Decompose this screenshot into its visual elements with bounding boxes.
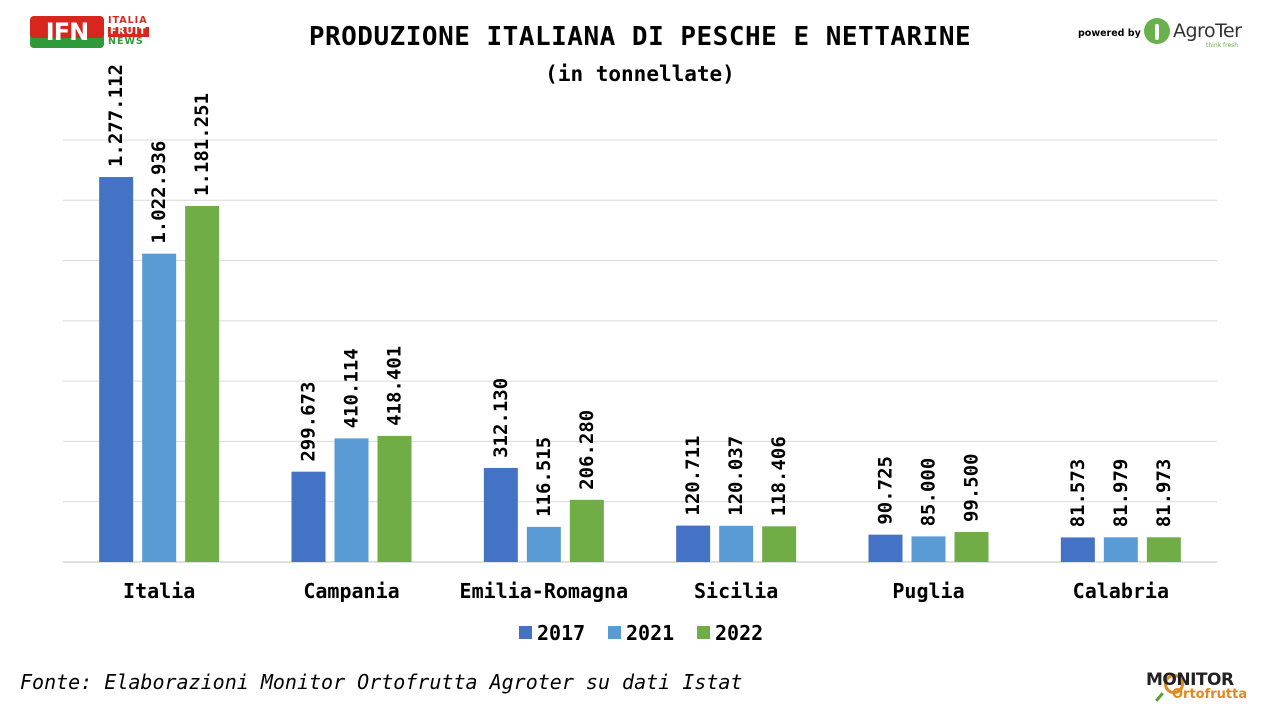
data-label: 90.725: [875, 456, 897, 525]
bar-2022: [954, 532, 989, 562]
data-label: 206.280: [576, 410, 598, 490]
magnifier-icon: [1164, 674, 1184, 694]
legend-label-2022: 2022: [715, 621, 763, 645]
x-tick-label: Calabria: [1073, 579, 1169, 603]
data-label: 116.515: [533, 437, 555, 517]
x-tick-label: Emilia-Romagna: [460, 579, 629, 603]
bar-2021: [334, 438, 369, 562]
bar-2022: [377, 435, 412, 562]
bar-2017: [868, 534, 903, 562]
ifn-logo-line1: ITALIA: [108, 15, 148, 26]
data-label: 120.037: [725, 436, 747, 516]
data-label: 81.573: [1067, 459, 1089, 528]
magnifier-handle: [1155, 692, 1164, 702]
data-label: 299.673: [298, 382, 320, 462]
bar-2021: [719, 525, 754, 562]
bar-2017: [291, 471, 326, 562]
bar-2021: [911, 536, 946, 562]
bar-2017: [483, 467, 518, 562]
monitor-logo-line2: Ortofrutta: [1172, 687, 1248, 702]
legend-label-2017: 2017: [537, 621, 585, 645]
bar-2022: [185, 205, 220, 562]
legend-label-2021: 2021: [626, 621, 674, 645]
x-tick-label: Italia: [123, 579, 195, 603]
ifn-logo-line3: NEWS: [108, 36, 144, 47]
data-label: 312.130: [490, 378, 512, 458]
bar-2022: [569, 499, 604, 562]
chart-title: PRODUZIONE ITALIANA DI PESCHE E NETTARIN…: [308, 22, 972, 52]
data-label: 118.406: [768, 436, 790, 516]
legend-swatch-2021: [608, 626, 621, 639]
data-label: 1.277.112: [105, 64, 127, 167]
bar-2022: [1146, 537, 1181, 562]
x-tick-label: Puglia: [892, 579, 964, 603]
x-tick-label: Sicilia: [694, 579, 778, 603]
bar-2017: [1060, 537, 1095, 562]
agroter-logo-tagline: think fresh: [1206, 42, 1239, 49]
agroter-logo-name: AgroTer: [1173, 20, 1242, 42]
data-label: 1.022.936: [148, 141, 170, 244]
bar-2017: [99, 177, 134, 562]
monitor-logo-line1: MONITOR: [1146, 670, 1234, 690]
ifn-logo-line2: FRUIT: [108, 25, 149, 37]
ifn-logo-words: ITALIA FRUIT NEWS: [108, 15, 149, 48]
chart-subtitle: (in tonnellate): [545, 62, 735, 86]
data-label: 1.181.251: [191, 93, 213, 196]
data-label: 410.114: [341, 348, 363, 428]
bar-2022: [762, 526, 797, 562]
bar-2021: [142, 253, 177, 562]
data-label: 81.973: [1153, 459, 1175, 528]
data-label: 120.711: [682, 436, 704, 516]
data-label: 418.401: [384, 346, 406, 426]
source-note: Fonte: Elaborazioni Monitor Ortofrutta A…: [20, 670, 743, 694]
bar-2021: [1103, 537, 1138, 562]
ifn-logo-mark: IFN: [30, 16, 104, 48]
x-tick-label: Campania: [303, 579, 399, 603]
powered-by-label: powered by: [1078, 28, 1141, 39]
data-label: 85.000: [918, 458, 940, 527]
legend-swatch-2017: [519, 626, 532, 639]
bar-2017: [676, 525, 711, 562]
data-label: 99.500: [961, 453, 983, 522]
ifn-logo: IFN ITALIA FRUIT NEWS: [30, 15, 154, 50]
data-label: 81.979: [1110, 459, 1132, 528]
agroter-leaf-icon: [1144, 18, 1170, 44]
agroter-logo: AgroTer think fresh: [1144, 16, 1244, 50]
legend-swatch-2022: [697, 626, 710, 639]
bar-2021: [526, 526, 561, 562]
monitor-ortofrutta-logo: MONITOR Ortofrutta: [1146, 670, 1258, 710]
